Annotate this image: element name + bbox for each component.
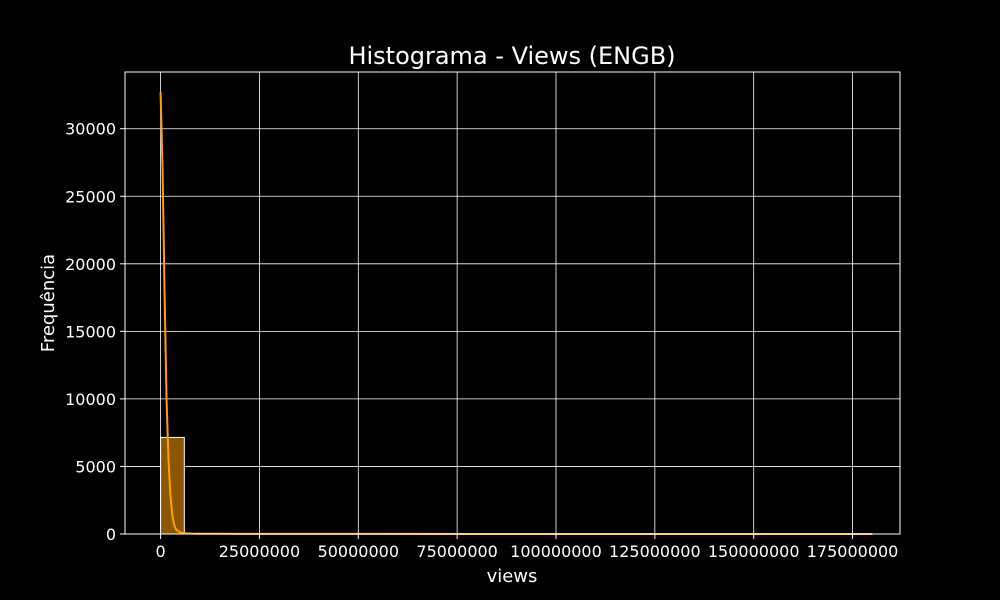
chart-title: Histograma - Views (ENGB) — [348, 42, 675, 70]
y-tick-label-0: 0 — [106, 525, 116, 544]
x-tick-label-2: 50000000 — [318, 542, 399, 561]
x-tick-label-0: 0 — [155, 542, 165, 561]
x-tick-label-3: 75000000 — [416, 542, 497, 561]
x-tick-label-7: 175000000 — [807, 542, 899, 561]
y-axis-ticks: 0 5000 10000 15000 20000 25000 30000 — [65, 120, 125, 544]
kde-curve — [159, 92, 873, 535]
x-axis-ticks: 0 25000000 50000000 75000000 100000000 125000… — [155, 534, 898, 561]
x-tick-label-6: 150000000 — [708, 542, 800, 561]
x-axis-label: views — [487, 566, 538, 587]
plot-frame — [124, 71, 901, 535]
y-axis-label: Frequência — [38, 254, 59, 352]
x-tick-label-4: 100000000 — [510, 542, 602, 561]
y-tick-label-1: 5000 — [75, 457, 116, 476]
x-tick-label-1: 25000000 — [219, 542, 300, 561]
y-tick-label-3: 15000 — [65, 322, 116, 341]
y-tick-label-4: 20000 — [65, 255, 116, 274]
y-tick-label-6: 30000 — [65, 120, 116, 139]
y-tick-label-5: 25000 — [65, 187, 116, 206]
y-tick-label-2: 10000 — [65, 390, 116, 409]
x-tick-label-5: 125000000 — [609, 542, 701, 561]
grid-lines — [125, 72, 900, 535]
kde-curve-layer — [159, 92, 873, 535]
histogram-bars — [160, 436, 873, 535]
